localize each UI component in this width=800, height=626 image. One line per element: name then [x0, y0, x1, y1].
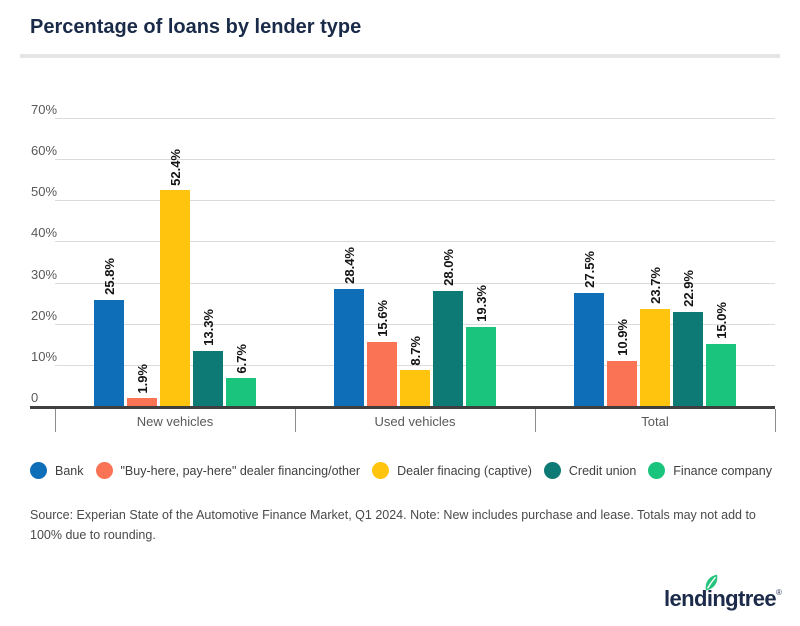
- bar-finance-company-new-vehicles: [226, 378, 256, 406]
- gridline-50: [55, 200, 775, 202]
- legend-item-dealer-finacing-captive: Dealer finacing (captive): [372, 462, 532, 479]
- gridline-40: [55, 241, 775, 243]
- y-axis-label-60: 60%: [31, 143, 58, 159]
- gridline-10: [55, 364, 775, 366]
- chart-title: Percentage of loans by lender type: [30, 16, 362, 38]
- bar-buy-here-pay-here-dealer-financing-other-new-vehicles: [127, 398, 157, 406]
- legend-label: Finance company: [673, 463, 772, 478]
- category-label-new-vehicles: New vehicles: [136, 414, 214, 429]
- bar-cell: 28.4%: [334, 247, 364, 406]
- y-axis-label-70: 70%: [31, 102, 58, 117]
- bar-value-label: 15.0%: [713, 302, 729, 340]
- bar-value-label: 8.7%: [407, 335, 423, 366]
- gridline-60: [55, 159, 775, 161]
- chart-legend: Bank "Buy-here, pay-here" dealer financin…: [30, 462, 772, 479]
- axis-tick: [55, 409, 56, 432]
- bar-bank-used-vehicles: [334, 289, 364, 406]
- bar-cell: 22.9%: [673, 270, 703, 406]
- bar-value-label: 1.9%: [134, 363, 150, 394]
- category-label-total: Total: [641, 414, 669, 429]
- lendingtree-logo: lendingtree®: [664, 574, 782, 612]
- bar-cell: 23.7%: [640, 267, 670, 406]
- legend-item-finance-company: Finance company: [648, 462, 772, 479]
- title-divider: [20, 54, 780, 58]
- bar-cell: 19.3%: [466, 285, 496, 406]
- bar-dealer-finacing-captive-new-vehicles: [160, 190, 190, 406]
- bar-cell: 52.4%: [160, 149, 190, 406]
- bar-finance-company-total: [706, 344, 736, 406]
- bar-cell: 10.9%: [607, 319, 637, 406]
- y-axis-label-40: 40%: [31, 225, 58, 241]
- legend-label: "Buy-here, pay-here" dealer financing/ot…: [120, 463, 361, 478]
- bar-group-new-vehicles: 25.8% 1.9% 52.4% 13.3% 6.7%: [55, 118, 295, 406]
- x-axis-line: [30, 406, 775, 409]
- category-label-used-vehicles: Used vehicles: [374, 414, 456, 429]
- bar-value-label: 23.7%: [647, 266, 663, 304]
- bar-credit-union-used-vehicles: [433, 290, 463, 406]
- legend-item-buy-here-pay-here-dealer-financing-other: "Buy-here, pay-here" dealer financing/ot…: [95, 462, 361, 479]
- y-axis-label-10: 10%: [31, 348, 58, 364]
- bar-cell: 25.8%: [94, 258, 124, 406]
- registered-mark: ®: [775, 588, 782, 597]
- legend-label: Dealer finacing (captive): [397, 463, 532, 478]
- bar-cell: 1.9%: [127, 364, 157, 406]
- axis-tick: [775, 409, 776, 432]
- leaf-icon: [705, 574, 718, 591]
- axis-tick: [535, 409, 536, 432]
- bar-bank-new-vehicles: [94, 299, 124, 406]
- gridline-70: [55, 118, 775, 119]
- legend-item-bank: Bank: [30, 462, 84, 479]
- bar-buy-here-pay-here-dealer-financing-other-used-vehicles: [367, 341, 397, 406]
- legend-swatch-finance-company: [648, 462, 666, 479]
- bar-buy-here-pay-here-dealer-financing-other-total: [607, 361, 637, 406]
- bar-cell: 6.7%: [226, 344, 256, 406]
- gridline-30: [55, 282, 775, 284]
- legend-swatch-credit-union: [543, 462, 561, 479]
- bar-value-label: 52.4%: [167, 148, 183, 186]
- y-axis-label-50: 50%: [31, 184, 58, 200]
- bar-cell: 8.7%: [400, 336, 430, 406]
- bar-value-label: 27.5%: [581, 250, 597, 288]
- bar-bank-total: [574, 292, 604, 406]
- axis-tick: [295, 409, 296, 432]
- y-axis-label-20: 20%: [31, 307, 58, 323]
- legend-label: Credit union: [568, 463, 637, 478]
- bar-dealer-finacing-captive-used-vehicles: [400, 370, 430, 406]
- legend-item-credit-union: Credit union: [543, 462, 637, 479]
- legend-swatch-bank: [30, 462, 47, 479]
- bar-cell: 28.0%: [433, 249, 463, 406]
- bar-cell: 13.3%: [193, 309, 223, 406]
- bar-value-label: 28.0%: [440, 248, 456, 286]
- gridline-20: [55, 323, 775, 325]
- y-axis-label-0: 0: [31, 390, 39, 405]
- bar-credit-union-total: [673, 311, 703, 406]
- bar-cell: 15.0%: [706, 302, 736, 406]
- legend-swatch-buy-here-pay-here-dealer-financing-other: [95, 462, 113, 479]
- y-axis-label-30: 30%: [31, 266, 58, 282]
- bar-value-label: 25.8%: [101, 257, 117, 295]
- bar-group-used-vehicles: 28.4% 15.6% 8.7% 28.0% 19.3%: [295, 118, 535, 406]
- logo-wordmark: lendingtree: [664, 586, 777, 611]
- bar-value-label: 22.9%: [680, 269, 696, 307]
- bar-credit-union-new-vehicles: [193, 351, 223, 406]
- bar-value-label: 28.4%: [341, 247, 357, 285]
- bar-value-label: 6.7%: [233, 343, 249, 374]
- bar-cell: 15.6%: [367, 300, 397, 406]
- bar-value-label: 15.6%: [374, 299, 390, 337]
- bar-dealer-finacing-captive-total: [640, 308, 670, 406]
- legend-swatch-dealer-finacing-captive: [372, 462, 390, 479]
- source-note: Source: Experian State of the Automotive…: [30, 508, 756, 542]
- bar-value-label: 10.9%: [614, 319, 630, 357]
- bar-cell: 27.5%: [574, 251, 604, 406]
- bar-value-label: 19.3%: [473, 284, 489, 322]
- bar-value-label: 13.3%: [200, 309, 216, 347]
- legend-label: Bank: [55, 463, 84, 478]
- bar-group-total: 27.5% 10.9% 23.7% 22.9% 15.0%: [535, 118, 775, 406]
- bar-finance-company-used-vehicles: [466, 326, 496, 406]
